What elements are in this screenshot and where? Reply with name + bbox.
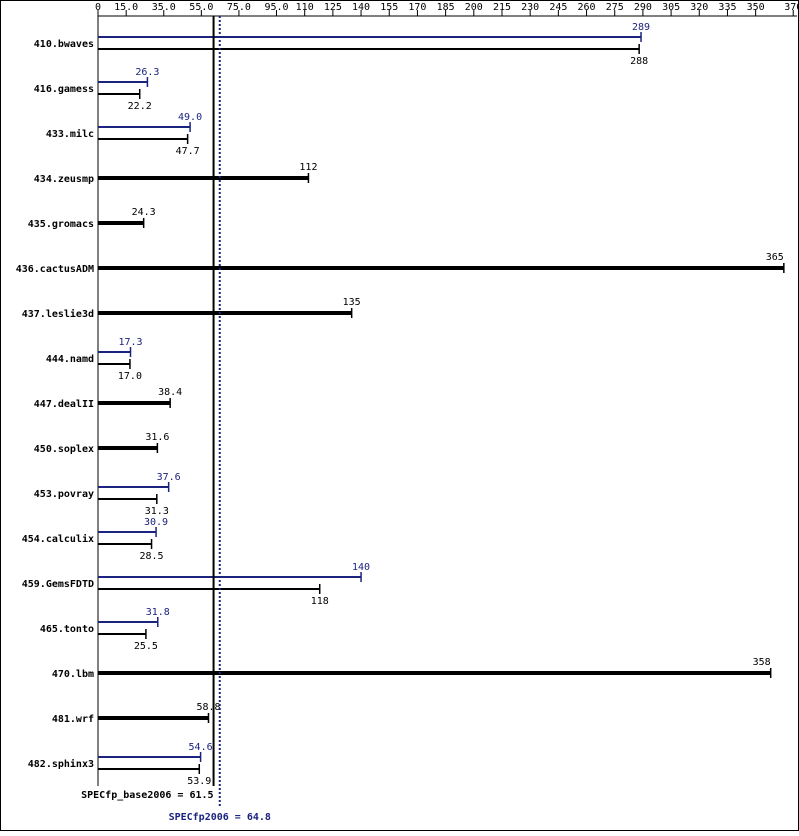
value-label: 38.4 <box>158 387 182 398</box>
x-tick-label: 200 <box>465 2 483 13</box>
x-tick-label: 170 <box>408 2 426 13</box>
category-label: 454.calculix <box>22 533 94 545</box>
summary-label: SPECfp2006 = 64.8 <box>169 812 271 823</box>
x-tick-label: 55.0 <box>189 2 213 13</box>
x-tick-label: 215 <box>493 2 511 13</box>
category-label: 410.bwaves <box>34 39 94 50</box>
x-tick-label: 75.0 <box>227 2 251 13</box>
x-tick-label: 335 <box>718 2 736 13</box>
x-tick-label: 370 <box>784 2 799 13</box>
value-label: 31.3 <box>145 506 169 517</box>
x-tick-label: 350 <box>747 2 765 13</box>
category-label: 436.cactusADM <box>16 264 94 275</box>
x-tick-label: 125 <box>324 2 342 13</box>
x-tick-label: 260 <box>578 2 596 13</box>
category-label: 433.milc <box>46 128 94 140</box>
value-label: 24.3 <box>132 207 156 218</box>
value-label: 54.6 <box>189 742 213 753</box>
value-label: 289 <box>632 22 650 33</box>
value-label: 37.6 <box>157 472 181 483</box>
x-tick-label: 185 <box>437 2 455 13</box>
category-label: 459.GemsFDTD <box>22 579 94 590</box>
category-label: 437.leslie3d <box>22 308 94 320</box>
x-tick-label: 15.0 <box>114 2 138 13</box>
category-label: 434.zeusmp <box>34 174 94 185</box>
x-tick-label: 35.0 <box>152 2 176 13</box>
category-label: 450.soplex <box>34 444 94 455</box>
category-label: 481.wrf <box>52 714 94 725</box>
value-label: 358 <box>753 657 771 668</box>
summary-label: SPECfp_base2006 = 61.5 <box>81 790 213 801</box>
value-label: 288 <box>630 56 648 67</box>
category-label: 435.gromacs <box>28 219 94 230</box>
value-label: 26.3 <box>135 67 159 78</box>
x-tick-label: 230 <box>521 2 539 13</box>
value-label: 365 <box>766 252 784 263</box>
category-label: 465.tonto <box>40 624 94 635</box>
value-label: 58.8 <box>196 702 220 713</box>
x-tick-label: 275 <box>606 2 624 13</box>
x-tick-label: 305 <box>662 2 680 13</box>
x-tick-label: 245 <box>549 2 567 13</box>
value-label: 135 <box>343 297 361 308</box>
value-label: 17.0 <box>118 371 142 382</box>
value-label: 53.9 <box>187 776 211 787</box>
x-tick-label: 290 <box>634 2 652 13</box>
x-tick-label: 0 <box>95 2 101 13</box>
x-tick-label: 110 <box>296 2 314 13</box>
value-label: 140 <box>352 562 370 573</box>
category-label: 453.povray <box>34 489 94 500</box>
value-label: 49.0 <box>178 112 202 123</box>
value-label: 31.6 <box>145 432 169 443</box>
value-label: 28.5 <box>140 551 164 562</box>
x-tick-label: 140 <box>352 2 370 13</box>
value-label: 25.5 <box>134 641 158 652</box>
x-tick-label: 320 <box>690 2 708 13</box>
value-label: 118 <box>311 596 329 607</box>
value-label: 31.8 <box>146 607 170 618</box>
x-tick-label: 155 <box>380 2 398 13</box>
category-label: 447.dealII <box>34 399 94 410</box>
category-label: 482.sphinx3 <box>28 758 94 770</box>
value-label: 22.2 <box>128 101 152 112</box>
value-label: 17.3 <box>118 337 142 348</box>
value-label: 112 <box>299 162 317 173</box>
category-label: 444.namd <box>46 354 94 365</box>
category-label: 416.gamess <box>34 84 94 95</box>
x-tick-label: 95.0 <box>264 2 288 13</box>
value-label: 47.7 <box>176 146 200 157</box>
category-label: 470.lbm <box>52 669 94 680</box>
value-label: 30.9 <box>144 517 168 528</box>
